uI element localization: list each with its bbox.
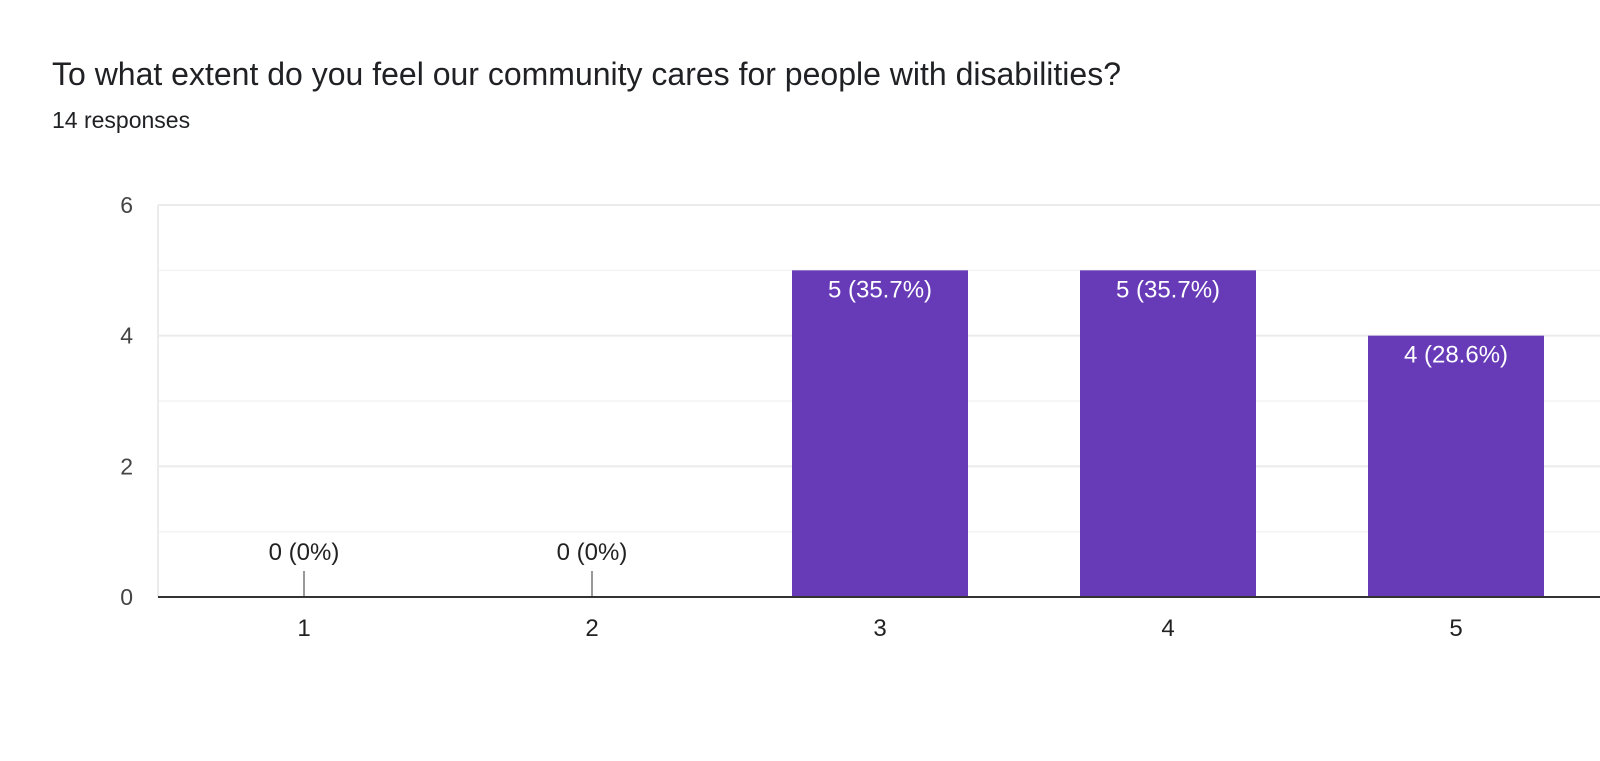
data-label-2: 0 (0%) [557, 539, 628, 566]
y-tick-label: 0 [120, 584, 133, 610]
question-title: To what extent do you feel our community… [52, 56, 1121, 92]
data-label-1: 0 (0%) [269, 539, 340, 566]
bar-4 [1080, 270, 1256, 597]
data-label-5: 4 (28.6%) [1404, 342, 1508, 369]
response-count: 14 responses [52, 107, 191, 133]
y-tick-label: 6 [120, 192, 133, 218]
data-label-3: 5 (35.7%) [828, 276, 932, 303]
x-tick-label: 1 [297, 615, 310, 642]
y-tick-label: 2 [120, 453, 133, 479]
data-label-4: 5 (35.7%) [1116, 276, 1220, 303]
bar-3 [792, 270, 968, 597]
bar-5 [1368, 335, 1544, 597]
y-tick-label: 4 [120, 323, 133, 349]
x-tick-label: 5 [1449, 615, 1462, 642]
x-tick-label: 3 [873, 615, 886, 642]
x-tick-label: 4 [1161, 615, 1174, 642]
x-tick-label: 2 [585, 615, 598, 642]
